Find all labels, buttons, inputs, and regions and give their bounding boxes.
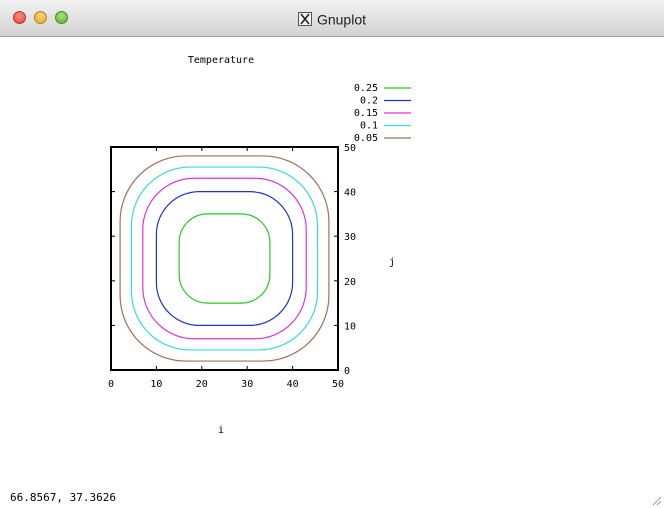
y-axis-label: j — [389, 257, 395, 268]
resize-grip-icon[interactable] — [650, 494, 662, 506]
window-title: Gnuplot — [316, 11, 367, 28]
y-tick-label: 20 — [344, 277, 356, 288]
x-tick-label: 0 — [108, 379, 114, 390]
legend-label: 0.2 — [360, 96, 378, 107]
x-axis-label: i — [218, 425, 224, 436]
y-tick-label: 10 — [344, 321, 356, 332]
minimize-window-button[interactable] — [34, 11, 47, 24]
legend-label: 0.25 — [354, 83, 378, 94]
plot-area[interactable]: 0.25 0.2 0.15 0.1 0.05 0 10 20 30 40 50 0 10 20 30 40 5… — [0, 37, 664, 508]
y-tick-label: 0 — [344, 366, 350, 377]
x-tick-label: 40 — [287, 379, 299, 390]
contour-line-0.05 — [119, 155, 330, 362]
legend-label: 0.15 — [354, 108, 378, 119]
chart-title: Temperature — [188, 55, 254, 66]
plot-border — [110, 146, 339, 371]
y-tick-label: 40 — [344, 188, 356, 199]
mouse-coordinates: 66.8567, 37.3626 — [10, 491, 116, 504]
contour-line-0.15 — [142, 177, 307, 340]
y-tick-label: 50 — [344, 143, 356, 154]
zoom-window-button[interactable] — [55, 11, 68, 24]
title-bar[interactable]: Gnuplot — [0, 0, 664, 37]
contour-line-0.2 — [155, 191, 294, 327]
x-tick-label: 10 — [150, 379, 162, 390]
x11-icon — [297, 11, 312, 26]
contour-plot: 0.250.20.150.10.05 0 10 20 30 40 500102030405… — [108, 55, 411, 436]
legend-label: 0.1 — [360, 121, 378, 132]
close-window-button[interactable] — [13, 11, 26, 24]
contour-line-0.1 — [130, 166, 319, 351]
y-tick-label: 30 — [344, 232, 356, 243]
legend-label: 0.05 — [354, 133, 378, 144]
x-tick-label: 50 — [332, 379, 344, 390]
x-tick-label: 30 — [241, 379, 253, 390]
contour-line-0.25 — [178, 213, 271, 304]
window-title-area: Gnuplot — [0, 9, 664, 28]
x-tick-label: 20 — [196, 379, 208, 390]
